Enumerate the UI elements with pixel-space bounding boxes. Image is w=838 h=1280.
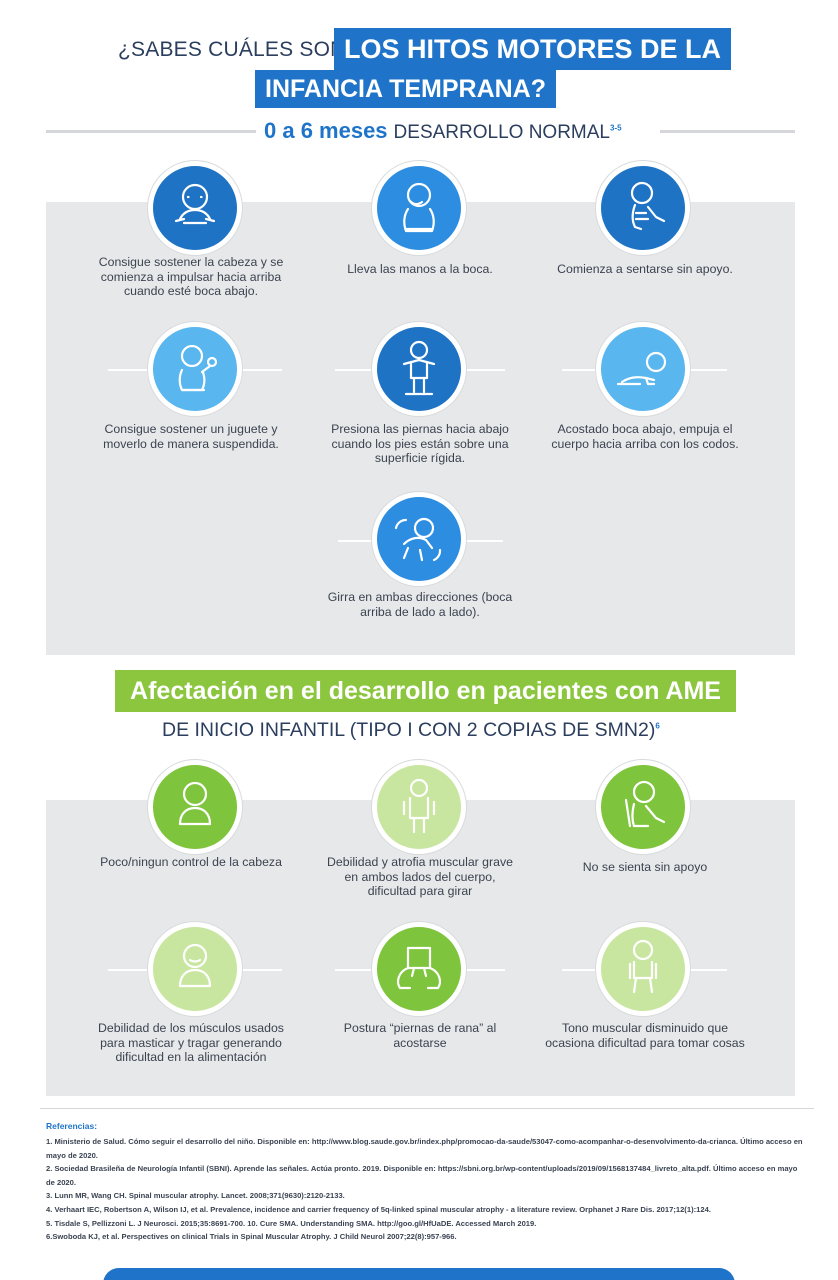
divider-left [46, 130, 256, 133]
baby-sitting-icon [596, 161, 690, 255]
baby-feeding-icon [148, 922, 242, 1016]
baby-standing-icon [372, 322, 466, 416]
section2-subtitle-text: DE INICIO INFANTIL (TIPO I CON 2 COPIAS … [162, 719, 656, 741]
sma-item-4-text: Debilidad de los músculos usados para ma… [98, 1021, 284, 1064]
sma-item-3-text: No se sienta sin apoyo [582, 860, 708, 874]
divider-right [660, 130, 795, 133]
section1-label: DESARROLLO NORMAL [393, 122, 610, 143]
references-list: 1. Ministerio de Salud. Cómo seguir el d… [46, 1135, 806, 1244]
section1-heading: 0 a 6 meses DESARROLLO NORMAL3-5 [264, 118, 622, 144]
milestone-2-text: Lleva las manos a la boca. [347, 262, 493, 276]
main-title: ¿SABES CUÁLES SON LOS HITOS MOTORES DE L… [0, 28, 838, 70]
baby-not-sitting-icon [596, 760, 690, 854]
milestone-4-text: Consigue sostener un juguete y moverlo d… [103, 422, 279, 451]
section1-ref: 3-5 [610, 123, 622, 133]
sma-item-6-text: Tono muscular disminuido que ocasiona di… [545, 1021, 745, 1050]
milestone-3-text: Comienza a sentarse sin apoyo. [557, 262, 733, 276]
milestone-4 [148, 322, 242, 416]
footer-bar [103, 1268, 735, 1280]
section2-ref: 6 [655, 721, 660, 731]
milestone-6 [596, 322, 690, 416]
milestone-5-text: Presiona las piernas hacia abajo cuando … [331, 422, 509, 465]
baby-head-icon [148, 760, 242, 854]
section2-subtitle: DE INICIO INFANTIL (TIPO I CON 2 COPIAS … [162, 719, 660, 742]
milestone-2 [372, 161, 466, 255]
references-title: Referencias: [46, 1121, 98, 1131]
sma-item-1 [148, 760, 242, 854]
baby-hands-to-mouth-icon [372, 161, 466, 255]
baby-low-tone-icon [596, 922, 690, 1016]
sma-item-4 [148, 922, 242, 1016]
milestone-3 [596, 161, 690, 255]
title-prefix: ¿SABES CUÁLES SON [118, 38, 346, 61]
references-divider [40, 1108, 814, 1109]
frog-legs-icon [372, 922, 466, 1016]
sma-item-1-text: Poco/ningun control de la cabeza [100, 855, 282, 869]
baby-head-control-icon [148, 161, 242, 255]
reference-item: 2. Sociedad Brasileña de Neurología Infa… [46, 1164, 798, 1187]
milestone-6-text: Acostado boca abajo, empuja el cuerpo ha… [551, 422, 739, 451]
milestone-7-text: Girra en ambas direcciones (boca arriba … [327, 590, 513, 619]
reference-item: 5. Tisdale S, Pellizzoni L. J Neurosci. … [46, 1218, 537, 1228]
reference-item: 4. Verhaart IEC, Robertson A, Wilson IJ,… [46, 1204, 711, 1214]
section2-title: Afectación en el desarrollo en pacientes… [115, 670, 736, 712]
sma-item-3 [596, 760, 690, 854]
milestone-7 [372, 492, 466, 586]
baby-rolling-icon [372, 492, 466, 586]
sma-item-2-text: Debilidad y atrofia muscular grave en am… [327, 855, 513, 898]
reference-item: 1. Ministerio de Salud. Cómo seguir el d… [46, 1137, 803, 1160]
sma-item-2 [372, 760, 466, 854]
sma-item-5-text: Postura “piernas de rana” al acostarse [343, 1021, 497, 1050]
baby-weak-icon [372, 760, 466, 854]
title-highlight-line2: INFANCIA TEMPRANA? [255, 70, 557, 108]
reference-item: 3. Lunn MR, Wang CH. Spinal muscular atr… [46, 1191, 345, 1201]
milestone-1-text: Consigue sostener la cabeza y se comienz… [98, 255, 284, 298]
milestone-5 [372, 322, 466, 416]
age-range: 0 a 6 meses [264, 118, 388, 143]
milestone-1 [148, 161, 242, 255]
reference-item: 6.Swoboda KJ, et al. Perspectives on cli… [46, 1232, 457, 1242]
sma-item-5 [372, 922, 466, 1016]
baby-holding-toy-icon [148, 322, 242, 416]
title-highlight-line1: LOS HITOS MOTORES DE LA [334, 28, 732, 70]
sma-item-6 [596, 922, 690, 1016]
baby-prone-icon [596, 322, 690, 416]
